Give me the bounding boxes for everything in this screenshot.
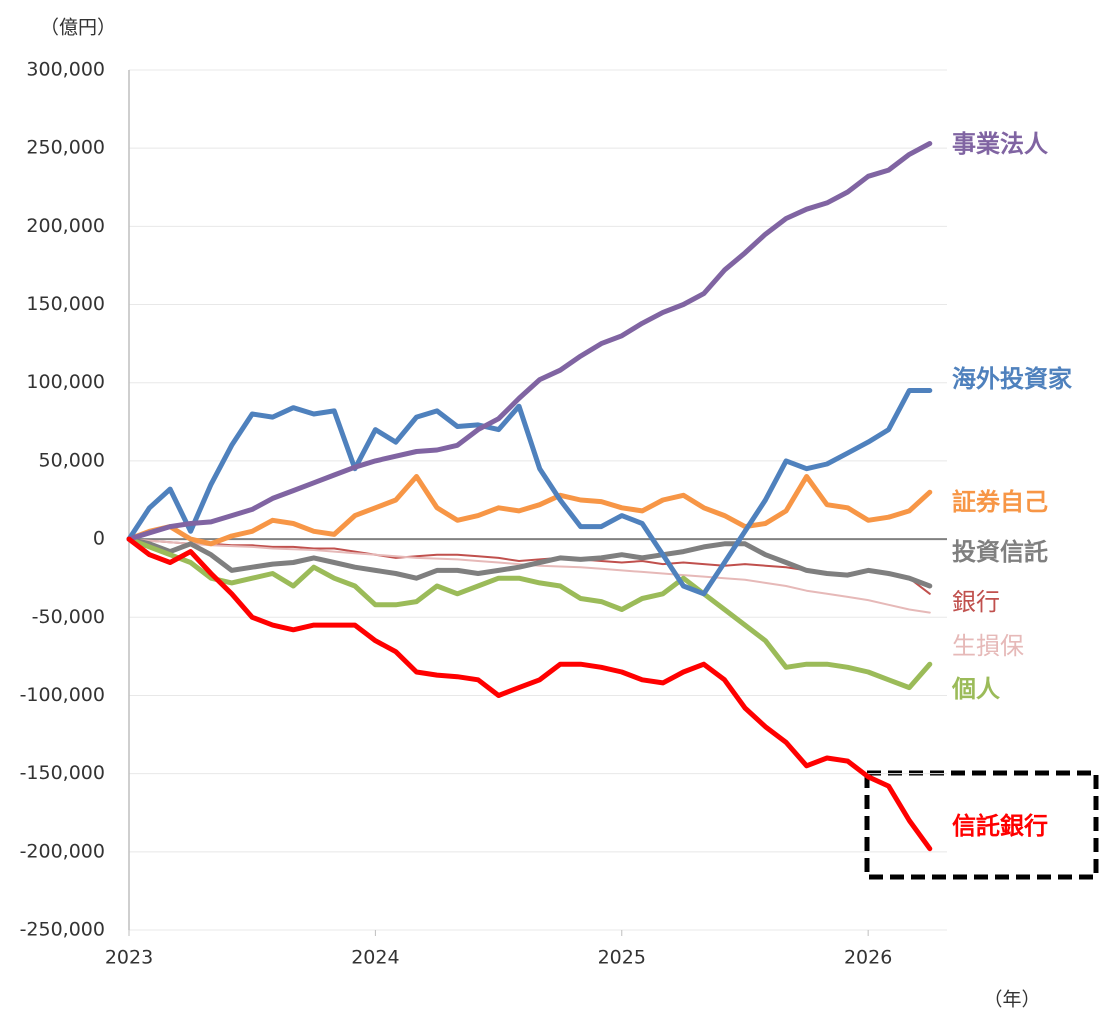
series-label: 銀行 <box>952 588 1000 616</box>
y-tick-label: 50,000 <box>39 449 105 471</box>
series-label: 個人 <box>951 675 1000 703</box>
y-tick-label: 0 <box>93 528 105 550</box>
series-line <box>126 474 933 547</box>
series-line <box>128 538 931 614</box>
highlight-box <box>864 770 1099 880</box>
series-label: 生損保 <box>952 632 1024 660</box>
series-label: 海外投資家 <box>952 365 1072 393</box>
y-tick-label: 250,000 <box>26 137 105 159</box>
y-tick-label: 200,000 <box>26 215 105 237</box>
x-tick-label: 2025 <box>598 947 646 969</box>
series-line <box>126 536 933 589</box>
x-tick-label: 2023 <box>105 947 153 969</box>
series-label: 信託銀行 <box>952 812 1048 840</box>
x-axis-label: （年） <box>983 989 1040 1011</box>
x-tick-label: 2026 <box>844 947 892 969</box>
series-line <box>126 141 933 542</box>
series-line <box>126 536 933 691</box>
y-tick-label: 150,000 <box>26 293 105 315</box>
y-axis-label: （億円） <box>40 17 116 39</box>
y-tick-label: -200,000 <box>20 840 105 862</box>
y-tick-label: -50,000 <box>32 606 105 628</box>
series-line <box>126 388 933 597</box>
series-label: 事業法人 <box>952 130 1048 158</box>
series-line <box>126 536 933 852</box>
series-label: 投資信託 <box>952 538 1048 566</box>
y-tick-label: 100,000 <box>26 371 105 393</box>
y-tick-label: -150,000 <box>20 762 105 784</box>
y-tick-label: -250,000 <box>20 919 105 941</box>
y-tick-label: 300,000 <box>26 59 105 81</box>
y-tick-label: -100,000 <box>20 684 105 706</box>
x-tick-label: 2024 <box>351 947 399 969</box>
series-label: 証券自己 <box>952 488 1048 516</box>
